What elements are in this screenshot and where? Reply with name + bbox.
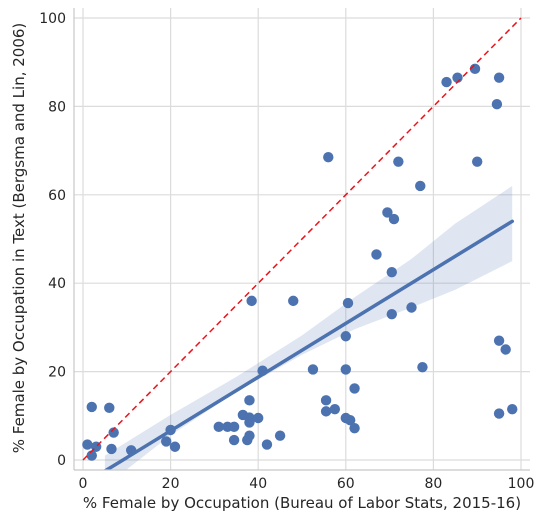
data-point bbox=[507, 403, 518, 415]
data-point bbox=[320, 395, 332, 406]
data-point bbox=[106, 443, 117, 455]
data-point bbox=[417, 361, 428, 373]
data-point bbox=[165, 424, 176, 436]
y-tick-label: 60 bbox=[48, 188, 66, 204]
x-tick-label: 20 bbox=[162, 476, 180, 492]
data-points bbox=[82, 63, 518, 461]
y-gridlines bbox=[74, 17, 530, 461]
data-point bbox=[228, 421, 240, 433]
data-point bbox=[169, 441, 181, 452]
data-point bbox=[323, 152, 334, 163]
data-point bbox=[307, 364, 319, 375]
y-tick-label: 40 bbox=[48, 276, 66, 292]
data-point bbox=[86, 401, 97, 413]
x-axis-label: % Female by Occupation (Bureau of Labor … bbox=[83, 494, 521, 512]
x-tick-label: 60 bbox=[337, 476, 355, 492]
confidence-band bbox=[104, 186, 513, 470]
x-tick-label: 80 bbox=[424, 476, 442, 492]
data-point bbox=[349, 422, 360, 434]
x-tick-labels: 0 20 40 60 80 100 bbox=[79, 476, 535, 492]
data-point bbox=[244, 417, 255, 428]
data-point bbox=[329, 403, 341, 415]
identity-line-path bbox=[82, 17, 522, 461]
data-point bbox=[213, 421, 224, 433]
regression-line bbox=[103, 219, 514, 470]
data-point bbox=[472, 156, 483, 167]
data-point bbox=[108, 427, 119, 438]
data-point bbox=[500, 344, 511, 355]
data-point bbox=[82, 439, 93, 450]
data-point bbox=[228, 434, 240, 446]
data-point bbox=[244, 430, 255, 441]
axis-spines bbox=[73, 8, 530, 471]
data-point bbox=[340, 364, 351, 375]
data-point bbox=[393, 156, 404, 167]
y-tick-label: 100 bbox=[39, 11, 66, 27]
data-point bbox=[161, 436, 172, 447]
x-gridlines bbox=[82, 8, 522, 470]
data-point bbox=[246, 295, 257, 307]
data-point bbox=[406, 302, 417, 313]
data-point bbox=[261, 439, 273, 450]
data-point bbox=[257, 365, 268, 376]
data-point bbox=[253, 412, 264, 424]
data-point bbox=[386, 308, 397, 320]
data-point bbox=[441, 76, 452, 88]
data-point bbox=[493, 335, 505, 346]
data-point bbox=[244, 395, 255, 406]
data-point bbox=[104, 402, 115, 414]
data-point bbox=[388, 213, 400, 225]
data-point bbox=[415, 180, 426, 192]
data-point bbox=[493, 72, 505, 83]
data-point bbox=[125, 445, 137, 456]
y-tick-label: 0 bbox=[57, 453, 66, 469]
data-point bbox=[491, 98, 503, 110]
y-tick-label: 80 bbox=[48, 99, 66, 115]
data-point bbox=[86, 450, 97, 461]
data-point bbox=[371, 249, 382, 260]
data-point bbox=[349, 383, 360, 394]
confidence-band-area bbox=[104, 186, 513, 470]
data-point bbox=[342, 297, 354, 309]
x-tick-label: 40 bbox=[249, 476, 267, 492]
data-point bbox=[320, 406, 332, 417]
data-point bbox=[386, 266, 397, 278]
regression-line-path bbox=[103, 219, 514, 470]
data-point bbox=[340, 331, 351, 342]
y-axis-label: % Female by Occupation in Text (Bergsma … bbox=[10, 23, 28, 454]
data-point bbox=[274, 430, 286, 441]
x-tick-label: 0 bbox=[79, 476, 88, 492]
identity-line bbox=[82, 17, 522, 461]
data-point bbox=[288, 295, 299, 307]
data-point bbox=[382, 207, 393, 218]
y-tick-label: 20 bbox=[48, 365, 66, 381]
x-tick-label: 100 bbox=[508, 476, 535, 492]
y-tick-labels: 0 20 40 60 80 100 bbox=[39, 11, 66, 469]
data-point bbox=[493, 408, 505, 419]
data-point bbox=[344, 415, 356, 426]
